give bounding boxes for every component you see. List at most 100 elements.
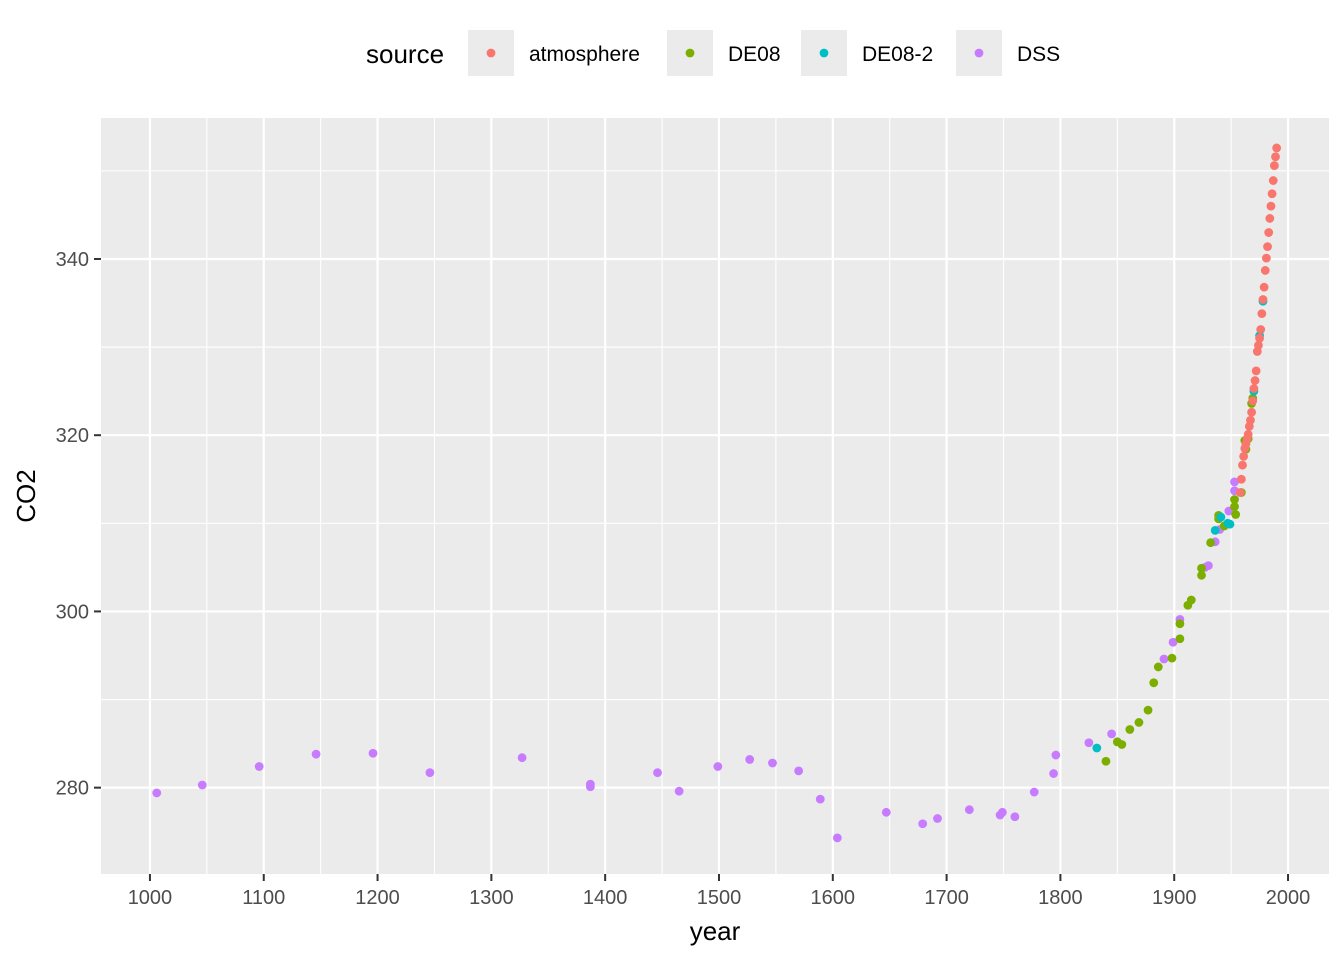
data-point [1266,201,1276,211]
series-atmosphere [1235,143,1282,497]
data-point [997,807,1007,817]
data-point [1243,429,1253,439]
legend-label: DSS [1017,43,1060,66]
data-point [1186,595,1196,605]
grid-major [101,118,1329,874]
legend-label: atmosphere [529,43,640,66]
legend-key-point [974,48,984,58]
data-point [1203,561,1213,571]
data-point [674,786,684,796]
data-point [311,749,321,759]
data-point [152,788,162,798]
data-point [1117,740,1127,749]
x-tick-label: 1900 [1152,887,1197,909]
data-point [1257,309,1267,319]
data-point [254,762,264,771]
legend-label: DE08 [728,43,781,66]
data-point [1260,266,1270,275]
legend-entry: atmosphere [468,30,640,76]
legend-key-point [819,48,829,58]
legend-entry: DE08 [667,30,781,76]
data-point [1167,653,1177,663]
y-axis: 280 300 320 340 [56,249,101,800]
grid-minor [101,118,1329,874]
data-point [1206,538,1216,548]
data-point [1256,325,1266,334]
y-tick-label: 280 [56,778,89,800]
data-point [832,833,842,843]
data-point [1051,750,1061,760]
data-point [1263,242,1272,252]
x-tick-label: 1200 [355,887,400,909]
data-point [1101,756,1111,766]
data-point [1010,812,1020,822]
x-tick-label: 2000 [1266,887,1311,909]
data-point [1250,376,1260,385]
data-point [1084,738,1094,748]
data-point [1092,743,1102,753]
x-tick-label: 1500 [697,887,742,909]
x-axis-title: year [690,916,741,946]
data-point [1197,570,1206,580]
y-tick-label: 320 [56,425,89,447]
data-point [1265,214,1275,223]
data-point [1262,253,1271,263]
data-point [517,753,527,763]
plot-background [101,118,1329,874]
data-point [1248,396,1258,406]
data-point [1264,228,1274,237]
data-point [1235,488,1245,497]
data-point [1267,189,1277,199]
data-points [152,143,1282,843]
data-point [713,762,723,771]
data-point [1210,525,1220,535]
data-point [1197,563,1206,573]
x-tick-label: 1800 [1038,887,1083,909]
data-point [1230,477,1239,487]
y-axis-title: CO2 [11,469,41,522]
y-tick-label: 300 [56,601,89,623]
y-tick-label: 340 [56,249,89,271]
data-point [1254,340,1263,350]
data-point [1175,619,1185,629]
data-point [1258,295,1268,304]
data-point [1049,769,1058,778]
data-point [1125,725,1135,734]
data-point [933,814,942,823]
data-point [1259,282,1269,292]
data-point [1247,407,1257,417]
data-point [1168,637,1178,647]
data-point [964,805,974,815]
data-point [1269,161,1279,170]
data-point [794,766,804,776]
x-tick-label: 1400 [583,887,628,909]
data-point [918,819,928,829]
data-point [768,758,777,768]
data-point [425,768,435,778]
data-point [1255,333,1264,343]
data-point [1159,654,1169,664]
legend-entry: DE08-2 [801,30,933,76]
data-point [1153,662,1163,672]
data-point [1249,384,1259,393]
data-point [1143,705,1153,715]
data-point [1230,502,1239,511]
data-point [197,780,207,790]
data-point [585,782,595,792]
data-point [1239,451,1249,461]
data-point [1107,729,1117,739]
data-point [1238,460,1247,470]
data-point [815,794,825,804]
data-point [1268,176,1278,185]
x-tick-label: 1000 [128,887,173,909]
data-point [1246,415,1255,425]
data-point [745,755,755,764]
data-point [1134,718,1144,727]
legend-label: DE08-2 [862,43,933,66]
data-point [1231,510,1241,519]
data-point [1230,495,1239,504]
data-point [653,768,662,778]
data-point [881,807,891,817]
x-tick-label: 1300 [469,887,514,909]
